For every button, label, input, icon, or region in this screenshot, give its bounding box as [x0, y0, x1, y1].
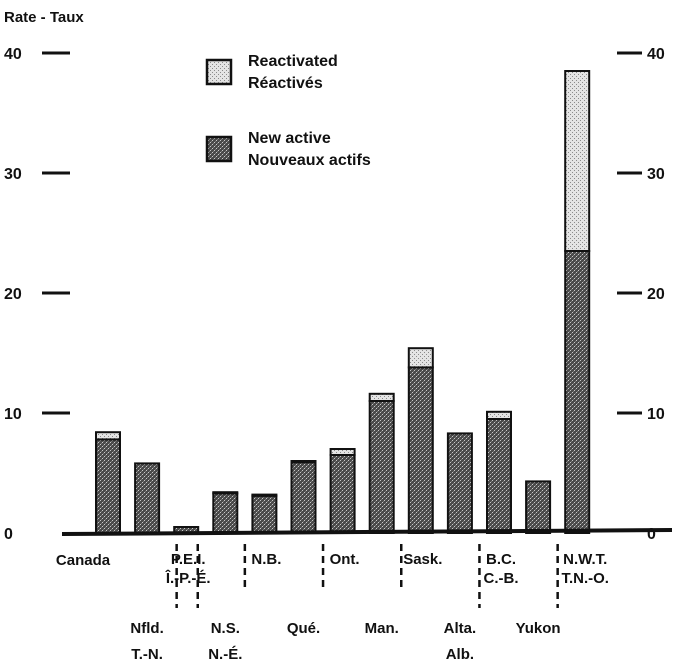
bar-series [95, 70, 591, 535]
y-tick-label-left: 10 [4, 406, 22, 423]
y-axis-title: Rate - Taux [4, 9, 84, 26]
bar-new-active [525, 480, 552, 534]
y-axis-left: 0 10 20 30 40 [4, 46, 70, 543]
bar-reactivated [486, 410, 512, 420]
category-label-top: Sask. [403, 551, 442, 568]
category-label-top: Ont. [330, 551, 360, 568]
category-label-bottom: Man. [365, 620, 399, 637]
y-tick-label-right: 40 [647, 46, 665, 63]
bar-new-active [368, 400, 395, 534]
category-label-bottom: N.S. N.-É. [208, 620, 242, 663]
bar-new-active [251, 494, 278, 534]
bar-new-active [134, 462, 161, 534]
bar-new-active [329, 454, 356, 534]
category-label-bottom: Qué. [287, 620, 320, 637]
bar-reactivated [329, 448, 356, 456]
y-tick-label-right: 20 [647, 286, 665, 303]
bar-reactivated [407, 347, 434, 369]
bar-new-active [95, 438, 121, 534]
legend-swatch [205, 135, 233, 163]
category-label-bottom: Alta. Alb. [444, 620, 477, 663]
category-label-top: Canada [56, 552, 111, 569]
legend-label: New active Nouveaux actifs [248, 130, 371, 169]
bar-new-active [446, 432, 473, 534]
y-tick-label-left: 20 [4, 286, 22, 303]
bar-new-active [212, 492, 239, 534]
y-tick-label-left: 0 [4, 526, 13, 543]
legend-label: Reactivated Réactivés [248, 53, 338, 92]
category-label-bottom: Nfld. T.-N. [130, 620, 163, 663]
y-tick-label-right: 0 [647, 526, 656, 543]
x-axis-labels: Canada Nfld. T.-N.P.E.I. Î.-P.-É. N.S. N.-É. N… [56, 544, 609, 663]
y-tick-label-right: 30 [647, 166, 665, 183]
bar-reactivated [251, 493, 278, 497]
category-label-top: B.C. C.-B. [484, 551, 519, 587]
category-label-top: N.W.T. T.N.-O. [561, 551, 609, 587]
bar-reactivated [212, 491, 239, 495]
bar-reactivated [95, 431, 121, 441]
bar-new-active [564, 250, 591, 534]
y-tick-label-left: 30 [4, 166, 22, 183]
legend-swatch [205, 58, 233, 86]
category-label-bottom: Yukon [516, 620, 561, 637]
bar-reactivated [564, 70, 591, 252]
y-tick-label-left: 40 [4, 46, 22, 63]
bar-new-active [486, 418, 512, 534]
bar-reactivated [290, 460, 317, 464]
x-axis-line [61, 528, 673, 536]
bar-reactivated [368, 392, 395, 402]
bar-new-active [290, 461, 317, 535]
y-axis-right: 0 10 20 30 40 [617, 46, 665, 543]
y-tick-label-right: 10 [647, 406, 665, 423]
bar-new-active [407, 366, 434, 534]
category-label-top: N.B. [251, 551, 281, 568]
category-label-top: P.E.I. Î.-P.-É. [165, 551, 211, 587]
legend: Reactivated Réactivés New active Nouveaux a… [205, 53, 371, 169]
